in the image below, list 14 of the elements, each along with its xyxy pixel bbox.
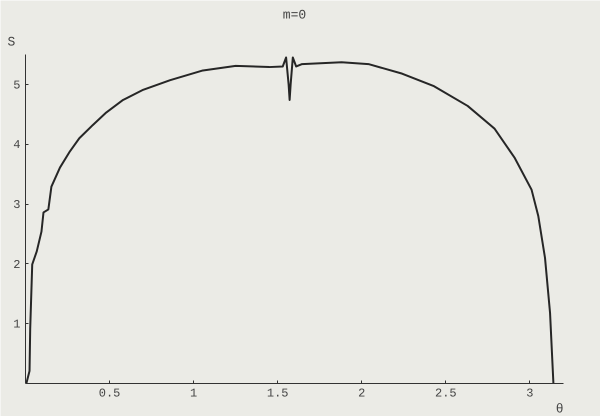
y-tick-label: 3 [13, 198, 20, 212]
x-tick-label: 2 [358, 386, 366, 400]
x-axis-title: θ [556, 402, 564, 416]
x-tick-label: 2.5 [435, 386, 457, 400]
x-tick-label: 0.5 [98, 386, 120, 400]
y-tick-label: 5 [13, 78, 20, 92]
x-tick-label: 1 [190, 386, 198, 400]
x-tick-label: 3 [526, 386, 534, 400]
x-tick-label: 1.5 [266, 386, 288, 400]
y-tick-label: 1 [13, 318, 20, 332]
y-tick-label: 4 [13, 138, 20, 152]
chart-title: m=0 [282, 8, 306, 22]
y-axis-title: S [8, 34, 16, 50]
y-tick-label: 2 [13, 258, 20, 272]
